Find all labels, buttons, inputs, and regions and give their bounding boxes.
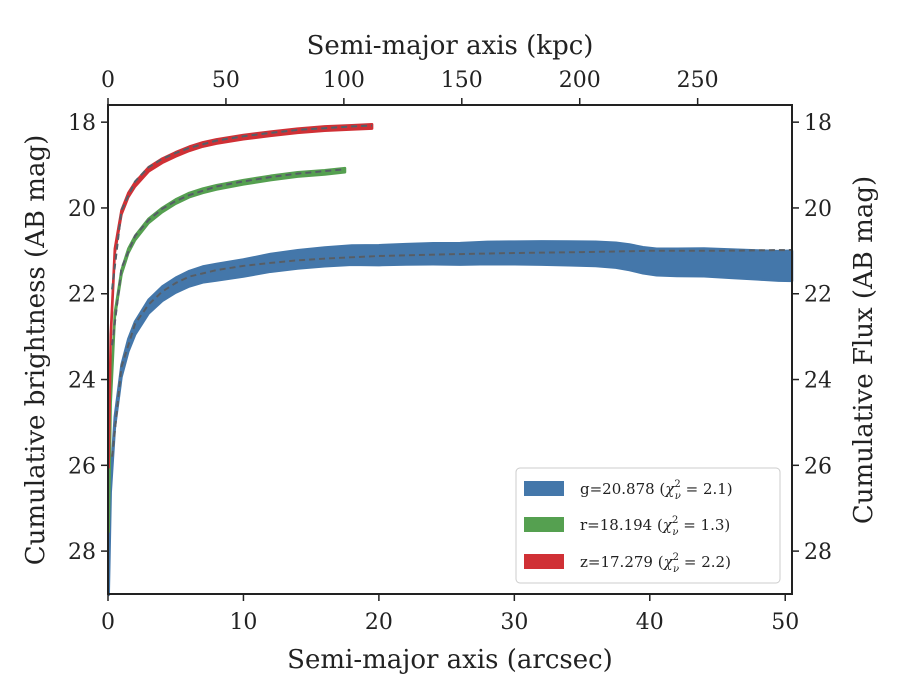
x-tick-label-3: 30 bbox=[500, 610, 528, 635]
y-tick-label-right-1: 20 bbox=[804, 197, 832, 222]
x-tick-label-5: 50 bbox=[771, 610, 799, 635]
series-band-2 bbox=[107, 123, 374, 469]
x-tick-label-4: 40 bbox=[636, 610, 664, 635]
y-tick-label-left-5: 28 bbox=[68, 540, 96, 565]
x-top-tick-label-5: 250 bbox=[677, 68, 719, 93]
fit-curve-overlay-g bbox=[111, 249, 793, 457]
y-axis-label-left: Cumulative brightness (AB mag) bbox=[21, 135, 51, 566]
x-top-tick-label-0: 0 bbox=[101, 68, 115, 93]
legend-swatch-r bbox=[524, 517, 564, 532]
plot-frame bbox=[107, 104, 793, 595]
y-tick-label-left-0: 18 bbox=[68, 111, 96, 136]
y-tick-label-left-2: 22 bbox=[68, 283, 96, 308]
legend-label-g: g=20.878 (χ2 ν = 2.1) bbox=[580, 479, 733, 502]
y-tick-label-right-0: 18 bbox=[804, 111, 832, 136]
fit-curve-overlay-z bbox=[111, 124, 373, 290]
ticks: 0 10 20 30 40 50 0 50 100 150 200 250 18 18 20 20 22 22 24… bbox=[68, 68, 832, 635]
legend-swatch-z bbox=[524, 554, 564, 569]
y-tick-label-left-4: 26 bbox=[68, 454, 96, 479]
y-tick-label-right-3: 24 bbox=[804, 369, 832, 394]
legend-label-z: z=17.279 (χ2 ν = 2.2) bbox=[580, 552, 731, 575]
legend-label-r: r=18.194 (χ2 ν = 1.3) bbox=[580, 515, 730, 538]
y-tick-label-right-5: 28 bbox=[804, 540, 832, 565]
legend: g=20.878 (χ2 ν = 2.1) r=18.194 (χ2 ν = 1.3… bbox=[515, 467, 781, 584]
x-top-tick-label-2: 100 bbox=[323, 68, 365, 93]
x-top-tick-label-4: 200 bbox=[559, 68, 601, 93]
y-tick-label-right-4: 26 bbox=[804, 454, 832, 479]
y-tick-label-left-1: 20 bbox=[68, 197, 96, 222]
x-top-tick-label-1: 50 bbox=[212, 68, 240, 93]
x-top-tick-label-3: 150 bbox=[441, 68, 483, 93]
x-axis-label-bottom: Semi-major axis (arcsec) bbox=[287, 645, 613, 675]
y-tick-label-right-2: 22 bbox=[804, 283, 832, 308]
x-axis-label-top: Semi-major axis (kpc) bbox=[307, 31, 594, 61]
legend-swatch-g bbox=[524, 481, 564, 496]
fit-curve-overlay-r bbox=[111, 168, 346, 346]
x-tick-label-0: 0 bbox=[101, 610, 115, 635]
legend-box bbox=[515, 467, 781, 584]
y-tick-label-left-3: 24 bbox=[68, 369, 96, 394]
series-band-1 bbox=[107, 166, 347, 534]
x-tick-label-1: 10 bbox=[229, 610, 257, 635]
x-tick-label-2: 20 bbox=[365, 610, 393, 635]
y-axis-label-right: Cumulative Flux (AB mag) bbox=[849, 176, 879, 524]
